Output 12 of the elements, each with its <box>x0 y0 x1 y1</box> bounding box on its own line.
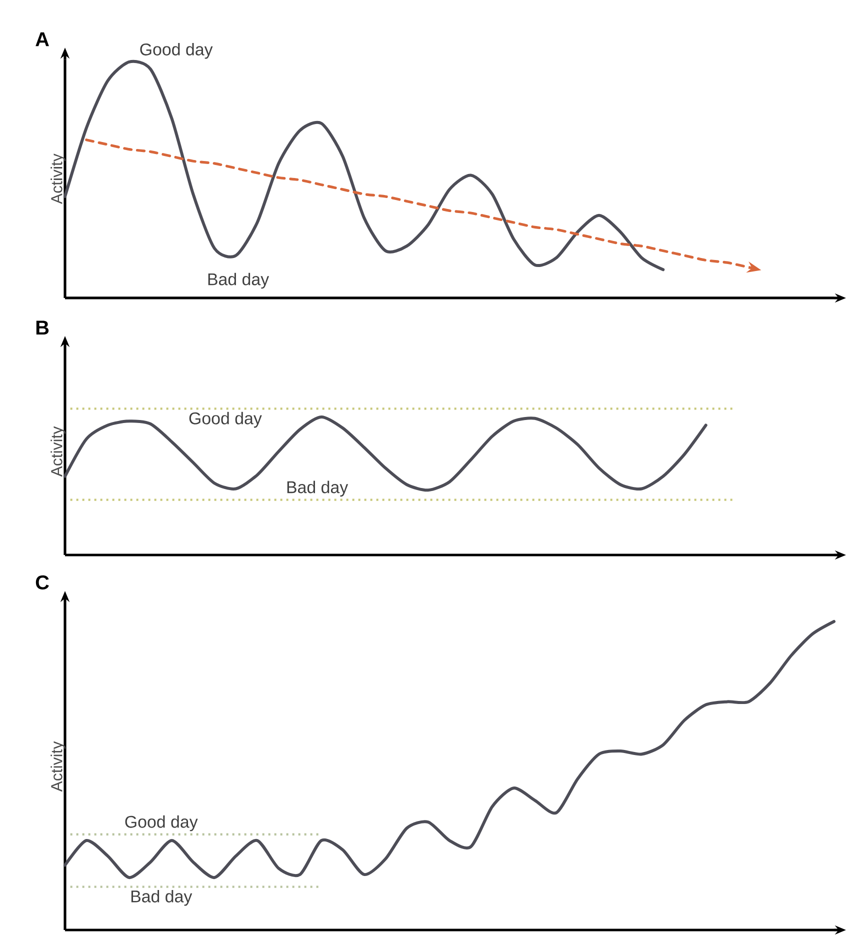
y-axis-title: Activity <box>50 426 66 477</box>
ref-line-label: Good day <box>125 815 198 832</box>
ref-line-label: Bad day <box>131 890 192 906</box>
chart-title: A <box>36 32 49 46</box>
ref-line-label: Good day <box>189 412 262 428</box>
y-axis-title: Activity <box>50 741 66 792</box>
chart-title: B <box>36 320 49 334</box>
y-axis-title: Activity <box>50 154 66 204</box>
annotation: Bad day <box>208 272 270 289</box>
chart-title: C <box>36 575 49 590</box>
ref-line-label: Bad day <box>287 480 348 497</box>
text: Good day <box>140 43 213 59</box>
